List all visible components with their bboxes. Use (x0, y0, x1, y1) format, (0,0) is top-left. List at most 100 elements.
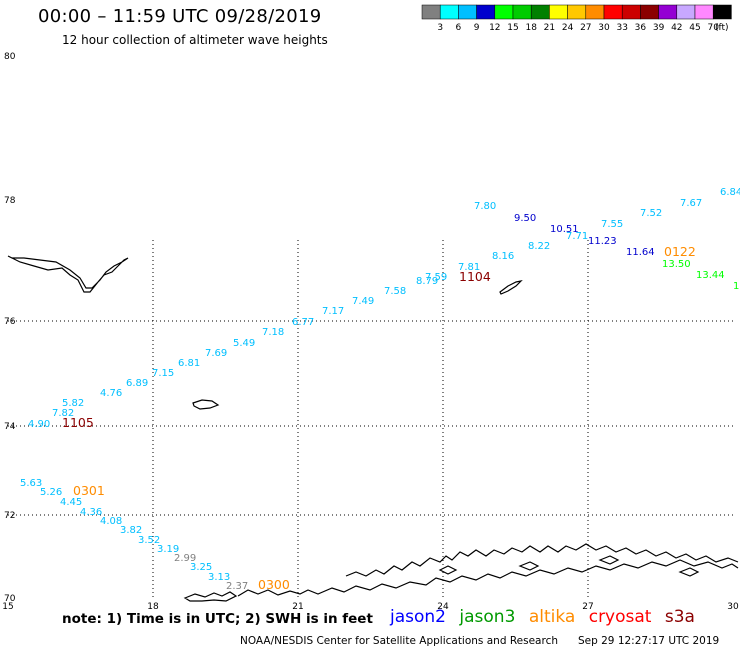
scale-tick: 15 (507, 23, 518, 33)
coastline-islands-east (438, 555, 700, 577)
wave-height-label: 6.89 (126, 378, 148, 389)
scale-tick: 45 (689, 23, 700, 33)
scale-swatch (494, 4, 514, 20)
scale-swatch (549, 4, 568, 20)
wave-height-label: 3.52 (138, 535, 160, 546)
coastlines (7, 255, 739, 602)
latitude-labels: 80 78 76 74 72 70 (4, 52, 16, 604)
scale-swatch (694, 4, 714, 20)
track-time-label: 1104 (459, 269, 491, 284)
scale-swatch (512, 4, 532, 20)
scale-tick: 6 (456, 23, 462, 33)
coastline-svalbard-southwest (7, 255, 129, 293)
lat-tick-label: 70 (4, 594, 16, 604)
footer-credit: NOAA/NESDIS Center for Satellite Applica… (240, 635, 558, 647)
wave-height-label: 7.81 (458, 262, 480, 273)
wave-height-label: 4.76 (100, 388, 122, 399)
scale-swatch (476, 4, 496, 20)
wave-height-label: 4.45 (60, 497, 82, 508)
wave-height-label: 13.50 (662, 259, 691, 270)
lat-tick-label: 74 (4, 422, 16, 432)
coastline-norway-west (183, 591, 238, 602)
note-text: note: 1) Time is in UTC; 2) SWH is in fe… (62, 611, 373, 627)
wave-height-label: 7.71 (566, 231, 588, 242)
wave-height-label: 10.51 (550, 224, 579, 235)
lat-tick-label: 72 (4, 511, 15, 521)
scale-swatch (567, 4, 587, 20)
lat-tick-label: 76 (4, 317, 16, 327)
wave-height-label: 8.22 (528, 241, 550, 252)
scale-tick: 27 (580, 23, 591, 33)
color-scale-legend: 3 6 9 12 15 18 21 24 27 30 33 36 39 42 45 70 (ft) (421, 4, 732, 33)
wave-height-label: 6.81 (178, 358, 200, 369)
lon-tick-label: 15 (2, 602, 13, 612)
wave-height-label: 7.58 (384, 286, 406, 297)
track-time-label: 0301 (73, 483, 105, 498)
wave-height-label: 7.69 (205, 348, 227, 359)
scale-swatch (621, 4, 641, 20)
wave-height-label: 3.13 (208, 572, 230, 583)
wave-height-label: 7.59 (425, 272, 447, 283)
longitude-labels: 15 18 21 24 27 30 (2, 602, 739, 612)
page-subtitle: 12 hour collection of altimeter wave hei… (62, 33, 328, 47)
footer-timestamp: Sep 29 12:27:17 UTC 2019 (578, 635, 720, 647)
scale-swatch (658, 4, 678, 20)
wave-height-label: 8.16 (492, 251, 514, 262)
satellite-legend: jason2 jason3 altika cryosat s3a (390, 607, 703, 627)
scale-swatch (640, 4, 659, 20)
scale-swatch (421, 4, 441, 20)
scale-tick: 24 (562, 23, 574, 33)
lon-tick-label: 21 (292, 602, 303, 612)
wave-height-label: 5.63 (20, 478, 42, 489)
wave-height-label: 7.18 (262, 327, 284, 338)
scale-tick: 9 (474, 23, 480, 33)
wave-height-label: 2.37 (226, 581, 248, 592)
wave-height-label: 4.08 (100, 516, 122, 527)
scale-swatch (712, 4, 732, 20)
wave-height-label: 7.80 (474, 201, 496, 212)
coastline-norway-mid (237, 559, 739, 597)
wave-height-label: 11.64 (626, 247, 655, 258)
scale-swatch (530, 4, 550, 20)
lat-tick-label: 78 (4, 196, 16, 206)
scale-tick: 3 (437, 23, 443, 33)
wave-height-label: 3.82 (120, 525, 142, 536)
scale-swatches (421, 4, 732, 20)
scale-swatch (458, 4, 477, 20)
lon-tick-label: 18 (147, 602, 159, 612)
track-time-labels: 1105 0301 0300 1104 0122 (62, 244, 696, 592)
scale-tick: 12 (489, 23, 500, 33)
track-time-label: 0300 (258, 577, 290, 592)
coastline-hopen-island (499, 280, 523, 295)
wave-height-label: 2.99 (174, 553, 196, 564)
scale-tick: 33 (616, 23, 627, 33)
satellite-s3a: s3a (664, 607, 695, 627)
wave-height-label: 4.36 (80, 507, 102, 518)
scale-unit-label: (ft) (715, 23, 729, 33)
wave-height-label: 9.50 (514, 213, 536, 224)
wave-height-label: 5.49 (233, 338, 255, 349)
track-time-label: 0122 (664, 244, 696, 259)
lon-tick-label: 24 (437, 602, 449, 612)
scale-tick: 36 (635, 23, 647, 33)
scale-tick: 42 (671, 23, 682, 33)
scale-tick-labels: 3 6 9 12 15 18 21 24 27 30 33 36 39 42 45 70 (437, 23, 719, 33)
wave-height-label: 7.15 (152, 368, 174, 379)
scale-swatch (439, 4, 459, 20)
scale-swatch (676, 4, 696, 20)
wave-height-label: 7.55 (601, 219, 623, 230)
wave-height-label: 7.82 (52, 408, 74, 419)
satellite-jason2: jason2 (390, 607, 446, 627)
scale-tick: 70 (707, 23, 719, 33)
satellite-jason3: jason3 (459, 607, 516, 627)
coastline-bear-island (192, 399, 220, 410)
scale-tick: 18 (525, 23, 537, 33)
scale-swatch (603, 4, 623, 20)
page-title: 00:00 – 11:59 UTC 09/28/2019 (38, 6, 322, 27)
wave-height-label: 6.77 (292, 317, 314, 328)
wave-height-label: 13.44 (696, 270, 725, 281)
satellite-altika: altika (528, 607, 576, 627)
wave-height-label: 4.90 (28, 419, 50, 430)
